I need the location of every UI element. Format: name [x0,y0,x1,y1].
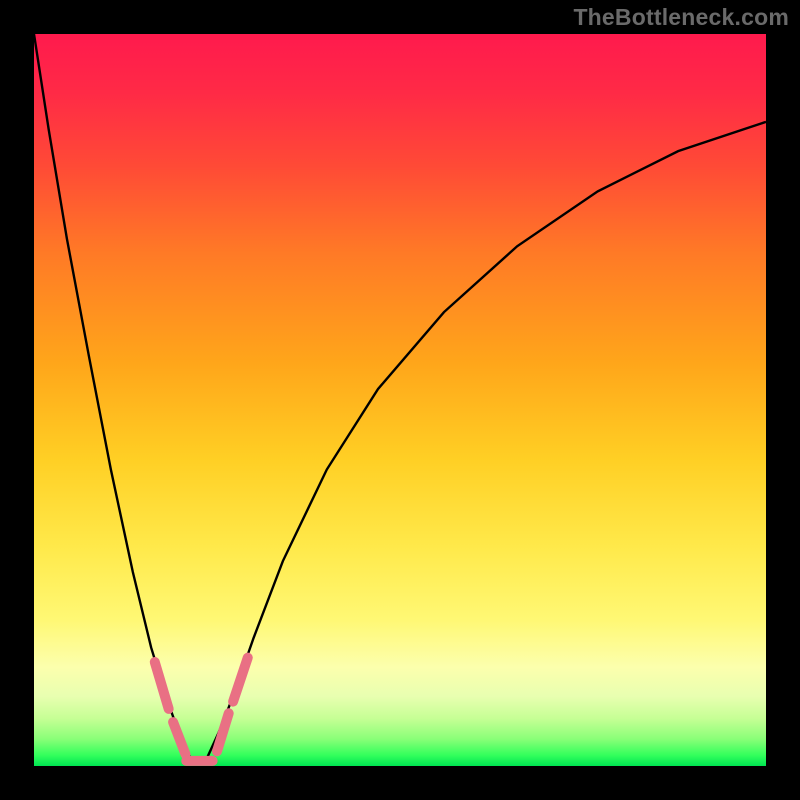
v-curve-path [34,34,766,760]
trough-dash-3 [217,713,229,751]
dash-cluster-group [155,658,248,761]
trough-dash-4 [233,658,248,702]
trough-dash-1 [173,722,185,754]
chart-svg [34,34,766,766]
outer-frame: TheBottleneck.com [0,0,800,800]
plot-area [34,34,766,766]
trough-dash-0 [155,662,169,709]
watermark-text: TheBottleneck.com [573,4,789,31]
